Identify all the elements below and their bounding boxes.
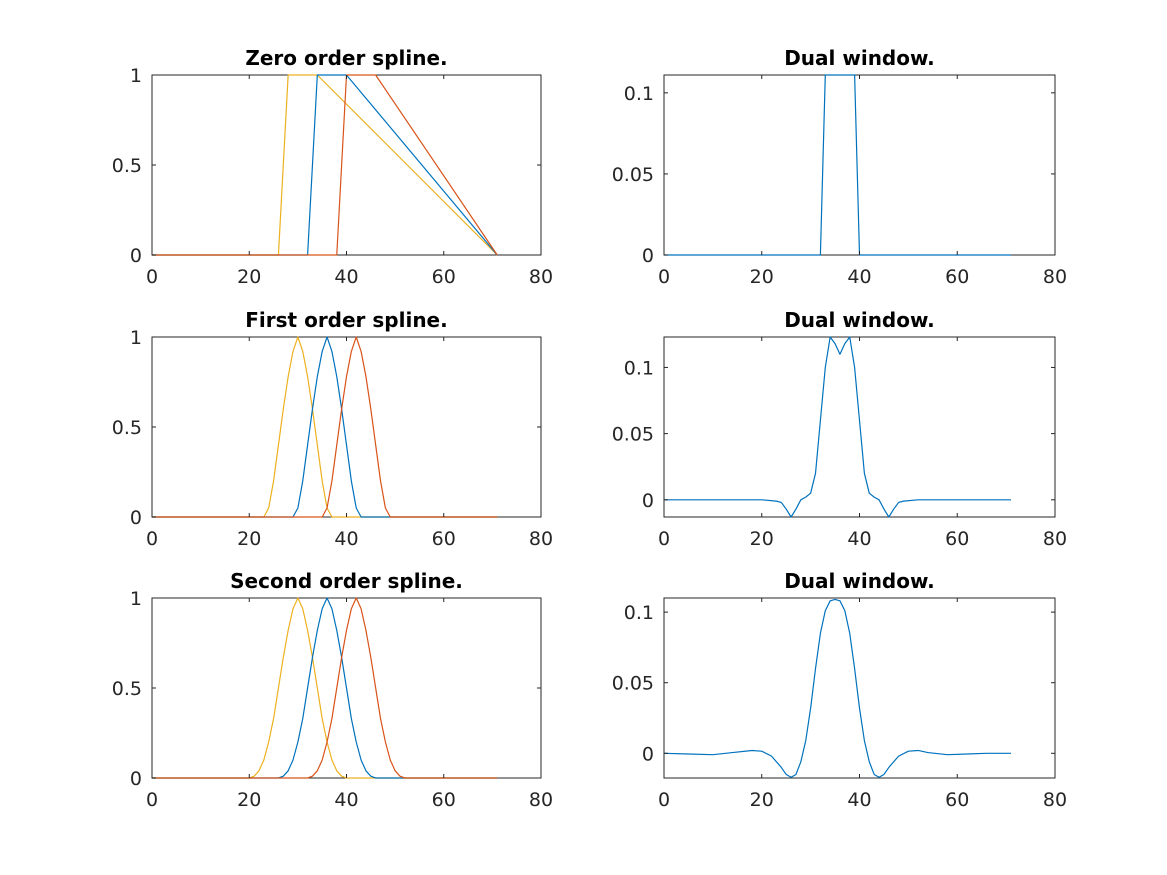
x-tick-label: 0: [658, 789, 670, 811]
series-line-2: [152, 597, 498, 779]
axes-box: [663, 597, 1056, 779]
x-tick-label: 80: [529, 528, 553, 550]
y-tick-label: 0.1: [624, 602, 654, 624]
x-tick-label: 80: [1043, 789, 1067, 811]
x-tick-label: 40: [847, 789, 871, 811]
x-tick-label: 40: [334, 528, 358, 550]
x-tick-label: 60: [945, 789, 969, 811]
y-tick-label: 0.5: [112, 678, 142, 700]
y-tick-label: 0.05: [612, 424, 654, 446]
series-line-1: [664, 336, 1012, 518]
y-tick-label: 0.5: [112, 155, 142, 177]
y-tick-label: 0.1: [624, 357, 654, 379]
y-tick-label: 0: [642, 245, 654, 267]
x-tick-label: 20: [750, 266, 774, 288]
x-tick-label: 20: [750, 789, 774, 811]
x-tick-label: 40: [334, 789, 358, 811]
x-tick-label: 60: [432, 528, 456, 550]
y-tick-label: 0.05: [612, 673, 654, 695]
subplot-title: Zero order spline.: [245, 46, 447, 70]
y-tick-label: 0: [642, 490, 654, 512]
x-tick-label: 80: [529, 789, 553, 811]
subplot-4: 0 20 40 60 80 0 0.05 0.1 Dual window.: [612, 308, 1067, 550]
x-tick-label: 80: [1043, 528, 1067, 550]
x-tick-label: 20: [750, 528, 774, 550]
axes-box: [151, 336, 542, 518]
series-line-1: [152, 336, 498, 518]
subplot-3: 0 20 40 60 80 0 0.5 1 First order spline.: [112, 308, 553, 550]
x-tick-label: 0: [146, 789, 158, 811]
x-tick-label: 80: [1043, 266, 1067, 288]
axes-box: [663, 74, 1056, 256]
series-line-1: [152, 597, 498, 779]
x-tick-label: 20: [237, 266, 261, 288]
x-tick-label: 0: [146, 266, 158, 288]
series-line-3: [152, 597, 498, 779]
series-line-2: [152, 336, 498, 518]
subplot-title: Dual window.: [784, 308, 935, 332]
series-line-1: [664, 74, 1012, 256]
series-line-3: [152, 336, 498, 518]
axes-box: [663, 336, 1056, 518]
y-tick-label: 0.1: [624, 83, 654, 105]
series-line-1: [663, 598, 1012, 778]
y-tick-label: 0.05: [612, 164, 654, 186]
subplot-title: Dual window.: [784, 569, 935, 593]
x-tick-label: 0: [658, 266, 670, 288]
x-tick-label: 40: [847, 528, 871, 550]
subplot-5: 0 20 40 60 80 0 0.5 1 Second order spline.: [112, 569, 553, 811]
y-tick-label: 0.5: [112, 417, 142, 439]
x-tick-label: 40: [847, 266, 871, 288]
x-tick-label: 0: [658, 528, 670, 550]
x-tick-label: 0: [146, 528, 158, 550]
subplot-title: Second order spline.: [230, 569, 463, 593]
x-tick-label: 20: [237, 789, 261, 811]
y-tick-label: 0: [642, 743, 654, 765]
y-tick-label: 1: [130, 327, 142, 349]
subplot-6: 0 20 40 60 80 0 0.05 0.1 Dual window.: [612, 569, 1067, 811]
subplot-title: Dual window.: [784, 46, 935, 70]
subplot-1: 0 20 40 60 80 0 0.5 1 Zero order spline.: [112, 46, 553, 288]
x-tick-label: 60: [432, 789, 456, 811]
x-tick-label: 80: [529, 266, 553, 288]
x-tick-label: 20: [237, 528, 261, 550]
subplot-title: First order spline.: [245, 308, 447, 332]
x-tick-label: 60: [945, 266, 969, 288]
y-tick-label: 1: [130, 65, 142, 87]
x-tick-label: 40: [334, 266, 358, 288]
subplot-2: 0 20 40 60 80 0 0.05 0.1 Dual window.: [612, 46, 1067, 288]
x-tick-label: 60: [432, 266, 456, 288]
y-tick-label: 0: [130, 245, 142, 267]
axes-box: [151, 74, 542, 256]
y-tick-label: 1: [130, 588, 142, 610]
x-tick-label: 60: [945, 528, 969, 550]
y-tick-label: 0: [130, 768, 142, 790]
y-tick-label: 0: [130, 507, 142, 529]
